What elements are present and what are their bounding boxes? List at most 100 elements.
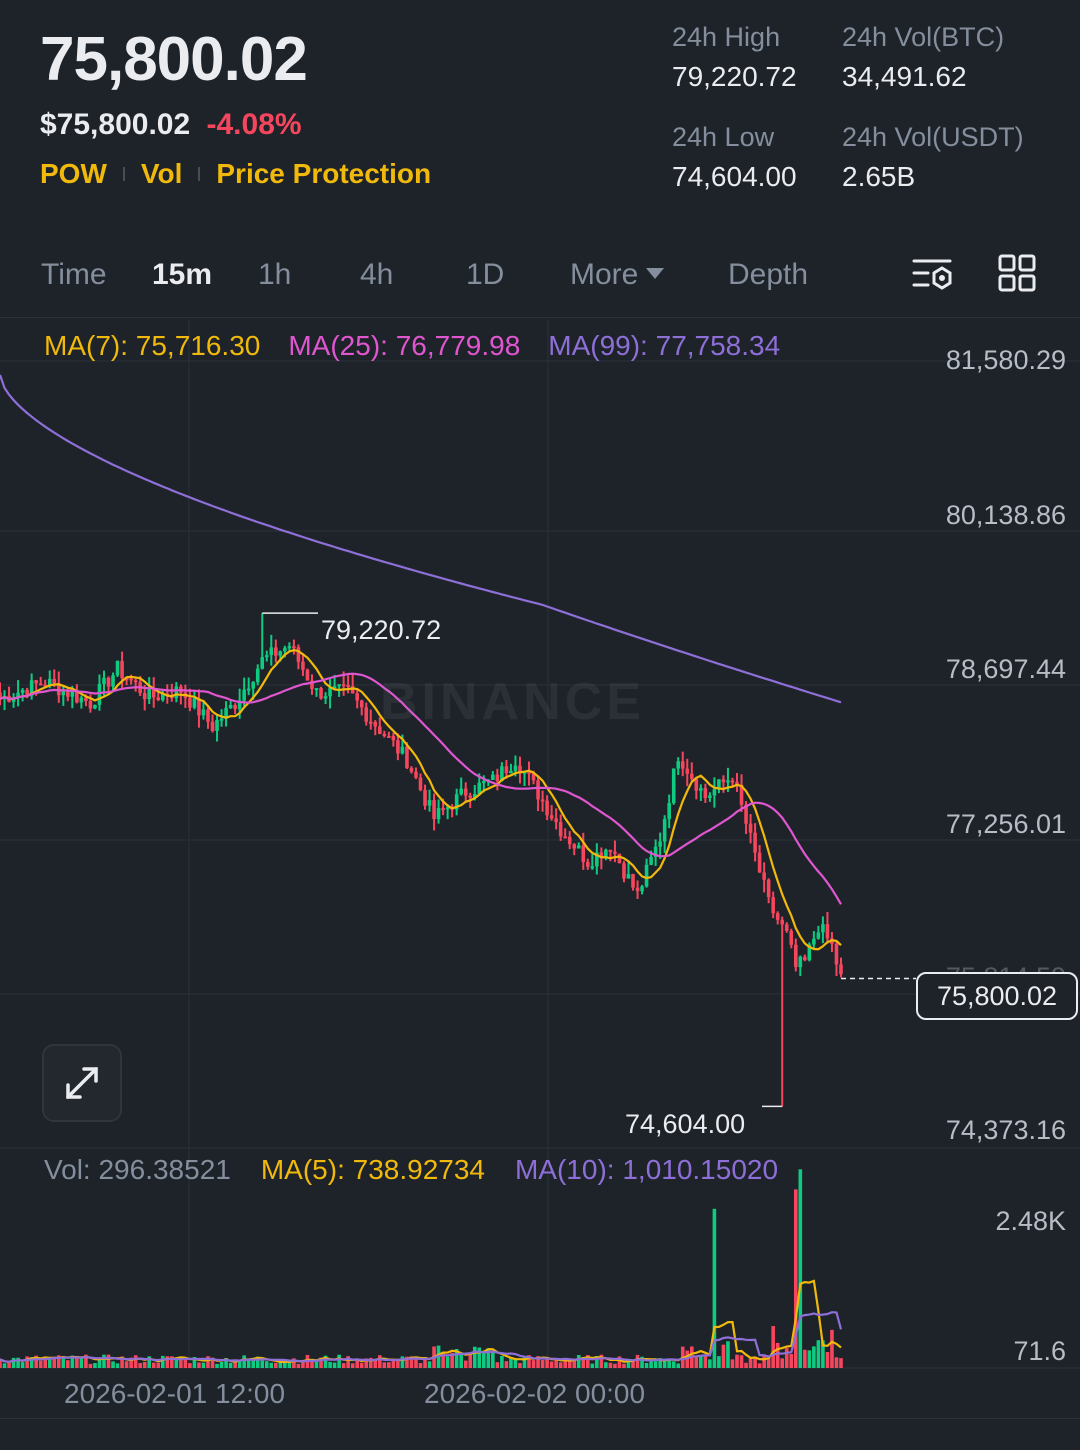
volume-bar: [495, 1362, 500, 1368]
price-axis-label: 74,373.16: [945, 1115, 1066, 1145]
volume-bar: [233, 1360, 237, 1368]
tag-vol[interactable]: Vol: [140, 158, 183, 189]
candle-body: [504, 766, 509, 774]
volume-bar: [75, 1357, 79, 1368]
tab-1h[interactable]: 1h: [258, 258, 292, 291]
candle-body: [328, 687, 332, 697]
grid-layout-icon[interactable]: [998, 254, 1038, 299]
volume-bar: [287, 1361, 292, 1368]
candle-body: [301, 661, 305, 670]
candle-body: [414, 771, 418, 778]
volume-bar: [816, 1340, 821, 1368]
chart-settings-icon[interactable]: [912, 254, 954, 301]
candle-body: [712, 789, 717, 796]
usd-price: $75,800.02: [40, 108, 191, 141]
volume-bar: [599, 1354, 604, 1368]
candle-body: [84, 697, 88, 701]
candle-body: [251, 682, 256, 689]
volume-bar: [482, 1351, 486, 1368]
candle-body: [735, 782, 739, 785]
volume-bar: [133, 1355, 138, 1368]
volume-bar: [246, 1358, 251, 1368]
volume-bar: [454, 1349, 459, 1368]
volume-bar: [16, 1357, 20, 1368]
volume-bar: [70, 1355, 75, 1368]
candle-body: [174, 686, 179, 699]
volume-bar: [441, 1352, 445, 1368]
tab-depth[interactable]: Depth: [728, 258, 809, 291]
candle-body: [536, 780, 540, 800]
volume-bar: [174, 1359, 179, 1368]
stat-value: 34,491.62: [842, 61, 967, 92]
volume-bar: [0, 1359, 2, 1368]
price-axis-label: 81,580.29: [945, 345, 1066, 375]
candle-body: [581, 845, 586, 862]
volume-bar: [314, 1360, 319, 1368]
candle-body: [310, 680, 314, 689]
candle-body: [721, 779, 726, 783]
volume-bar: [793, 1189, 798, 1368]
volume-bar: [310, 1360, 314, 1368]
volume-bar: [25, 1356, 29, 1368]
candle-body: [210, 721, 215, 731]
tag-price-protection[interactable]: Price Protection: [216, 158, 432, 189]
volume-bar: [549, 1361, 554, 1368]
stat-value: 74,604.00: [672, 161, 797, 192]
volume-bar: [658, 1358, 662, 1368]
stat-label: 24h Vol(BTC): [842, 22, 1005, 52]
candle-body: [631, 874, 635, 888]
kline-chart[interactable]: [0, 320, 1080, 1380]
candle-body: [821, 924, 825, 933]
volume-bar: [292, 1358, 296, 1368]
candle-body: [608, 849, 613, 852]
candle-body: [576, 845, 581, 849]
stat-24h-low: 24h Low 74,604.00: [672, 122, 797, 193]
candle-body: [224, 707, 228, 719]
candle-body: [355, 693, 359, 701]
stat-24h-high: 24h High 79,220.72: [672, 22, 797, 93]
volume-bar: [43, 1357, 48, 1368]
candle-body: [70, 691, 75, 697]
current-price-tag[interactable]: 75,800.02: [916, 972, 1078, 1020]
volume-bar: [382, 1362, 387, 1368]
candle-body: [500, 766, 504, 782]
candle-body: [61, 690, 66, 696]
candle-body: [52, 678, 57, 684]
candle-body: [405, 746, 409, 768]
candle-body: [264, 655, 269, 658]
tab-4h[interactable]: 4h: [360, 258, 394, 291]
volume-bar: [803, 1349, 807, 1368]
candle-body: [468, 795, 473, 798]
volume-bar: [504, 1361, 509, 1368]
candle-body: [472, 793, 477, 798]
candle-body: [744, 804, 748, 824]
candle-body: [622, 863, 626, 879]
volume-bar: [278, 1362, 283, 1368]
volume-bar: [296, 1363, 301, 1368]
ma7-value: MA(7): 75,716.30: [44, 330, 261, 361]
candle-body: [29, 680, 34, 696]
ma99-value: MA(99): 77,758.34: [548, 330, 781, 361]
volume-bar: [626, 1359, 631, 1368]
tag-pow[interactable]: POW: [40, 158, 107, 189]
candle-body: [197, 698, 201, 716]
candle-body: [237, 700, 242, 710]
ma25-line: [0, 672, 842, 905]
volume-bar: [834, 1357, 839, 1368]
candle-body: [192, 698, 197, 708]
high-price-marker: 79,220.72: [321, 615, 442, 645]
tab-time[interactable]: Time: [41, 258, 107, 291]
tab-more[interactable]: More: [570, 258, 665, 292]
candle-body: [16, 692, 20, 698]
tab-1d[interactable]: 1D: [466, 258, 505, 291]
volume-bar: [197, 1362, 201, 1368]
expand-chart-button[interactable]: [42, 1044, 122, 1122]
candle-body: [79, 697, 84, 703]
candle-body: [839, 964, 843, 975]
volume-bar: [735, 1354, 739, 1368]
candle-body: [133, 680, 138, 683]
volume-bar: [762, 1355, 766, 1368]
volume-bar: [730, 1359, 735, 1368]
tab-15m[interactable]: 15m: [152, 258, 213, 291]
volume-bar: [486, 1348, 491, 1368]
